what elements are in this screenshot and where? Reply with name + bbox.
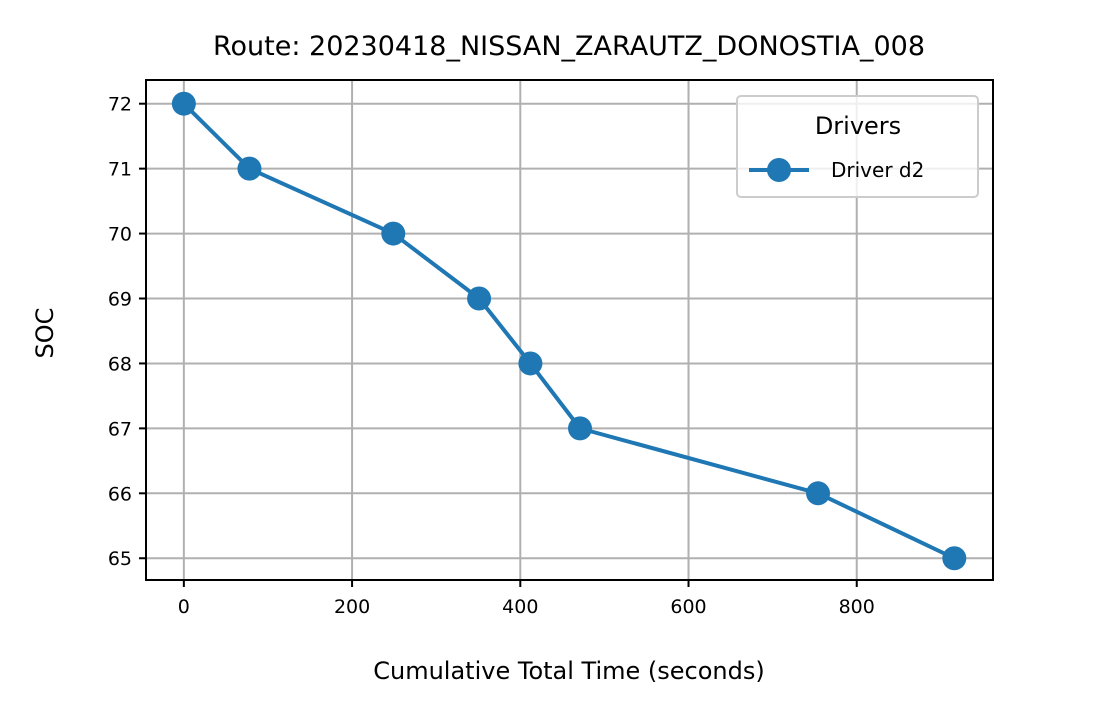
x-tick-label: 800 xyxy=(839,596,875,618)
chart-title: Route: 20230418_NISSAN_ZARAUTZ_DONOSTIA_… xyxy=(213,31,925,62)
x-tick-label: 0 xyxy=(178,596,190,618)
y-tick-label: 66 xyxy=(108,483,132,505)
x-tick-label: 600 xyxy=(670,596,706,618)
y-tick-label: 69 xyxy=(108,289,132,311)
x-axis-title: Cumulative Total Time (seconds) xyxy=(373,657,764,685)
x-tick-label: 200 xyxy=(334,596,370,618)
y-tick-label: 67 xyxy=(108,418,132,440)
grid xyxy=(146,80,993,580)
data-series xyxy=(171,91,967,571)
data-point xyxy=(568,416,593,441)
plot-area-frame xyxy=(145,79,994,581)
data-point xyxy=(467,286,492,311)
data-point xyxy=(381,221,406,246)
y-tick-label: 68 xyxy=(108,353,132,375)
y-axis-title: SOC xyxy=(31,308,59,359)
y-tick-label: 70 xyxy=(108,224,132,246)
data-point xyxy=(518,351,543,376)
legend-label: Driver d2 xyxy=(831,158,924,182)
data-point xyxy=(806,481,831,506)
legend: Drivers Driver d2 xyxy=(736,95,979,198)
legend-marker-swatch xyxy=(767,158,791,182)
legend-title: Drivers xyxy=(815,112,901,140)
y-tick-label: 65 xyxy=(108,548,132,570)
series-line xyxy=(181,101,957,561)
data-point xyxy=(942,546,967,571)
axis-ticks: 0 200 400 600 800 65 66 67 68 69 70 71 72 xyxy=(108,94,875,618)
y-tick-label: 72 xyxy=(108,94,132,116)
x-tick-label: 400 xyxy=(502,596,538,618)
data-point xyxy=(237,156,262,181)
data-point xyxy=(171,91,196,116)
y-tick-label: 71 xyxy=(108,159,132,181)
